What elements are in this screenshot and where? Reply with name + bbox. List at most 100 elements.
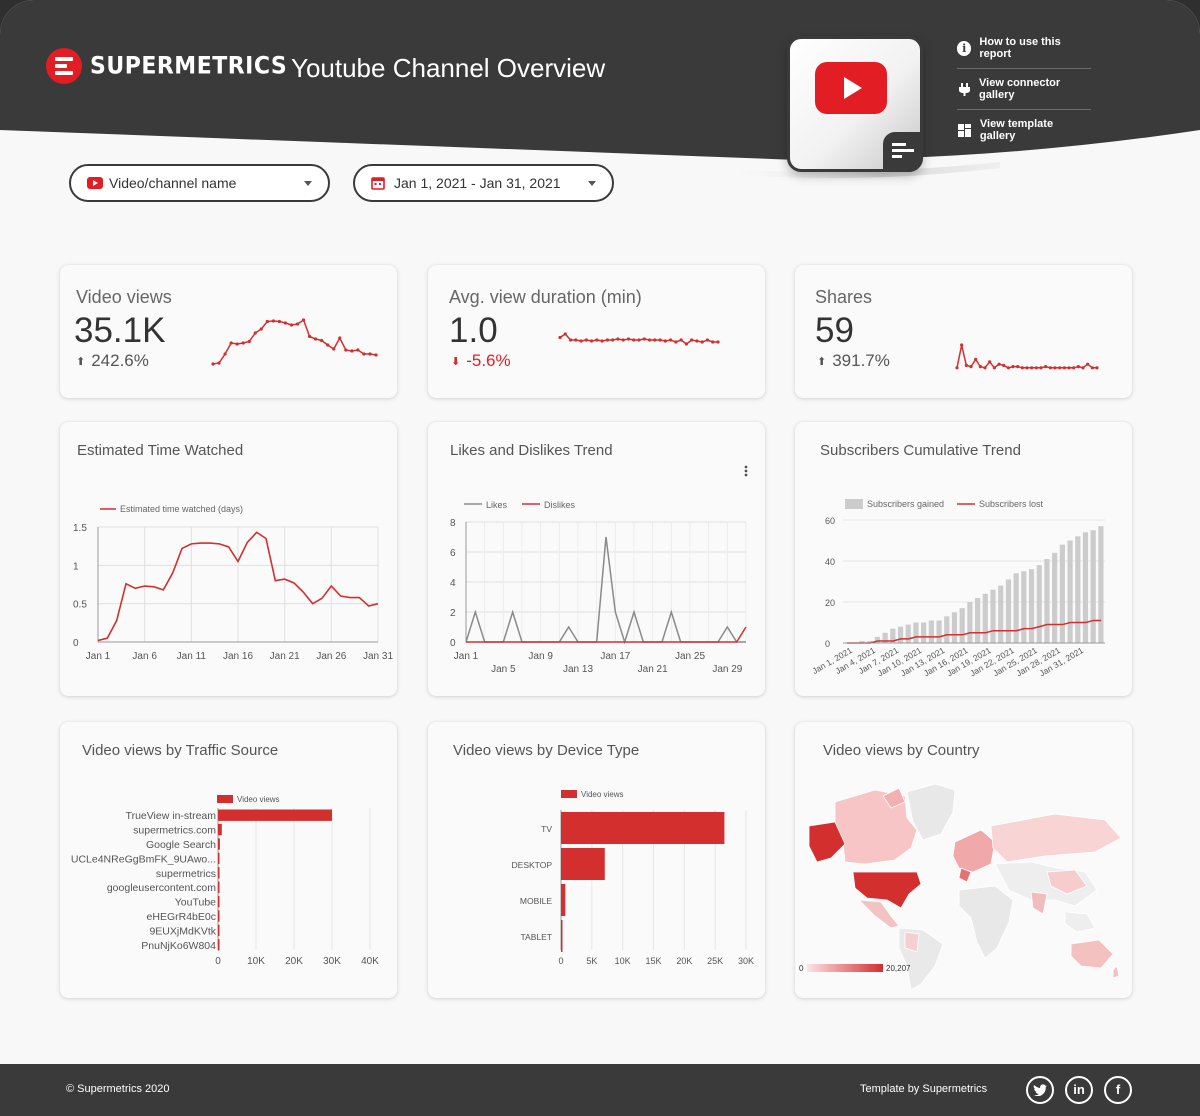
map-region[interactable] [1030, 891, 1048, 915]
category-label: YouTube [175, 897, 216, 909]
kpi-card-video-views[interactable]: Video views 35.1K ⬆ 242.6% [60, 265, 397, 398]
category-label: supermetrics [156, 868, 216, 880]
sparkline-point [642, 337, 646, 341]
x-tick-label: 20K [676, 956, 692, 966]
map-region[interactable] [906, 783, 956, 841]
youtube-logo-card [787, 36, 923, 172]
bar [982, 593, 988, 643]
bar [218, 895, 220, 908]
bar [1044, 558, 1050, 643]
sparkline-point [690, 338, 694, 342]
brand[interactable]: SUPERMETRICS [46, 48, 287, 84]
kpi-card-avg-view-duration[interactable]: Avg. view duration (min) 1.0 ⬇ -5.6% [428, 265, 765, 398]
sparkline-point [1095, 366, 1099, 370]
sparkline-point [1030, 366, 1034, 370]
x-tick-label: Jan 11 [177, 651, 207, 662]
sparkline-point [632, 338, 636, 342]
time-watched-chart: Estimated time watched (days) 0 0.5 1 1.5 Jan… [73, 504, 393, 662]
card-title: Subscribers Cumulative Trend [820, 442, 1021, 459]
sparkline-point [1090, 366, 1094, 370]
sparkline-point [277, 319, 282, 324]
channel-filter-dropdown[interactable]: Video/channel name [69, 164, 330, 202]
how-to-use-link[interactable]: i How to use this report [957, 36, 1091, 60]
bar [959, 608, 965, 643]
sparkline-point [301, 318, 306, 322]
bar [874, 636, 881, 643]
sparkline-point [974, 357, 978, 361]
map-region[interactable] [904, 931, 920, 953]
card-device-type[interactable]: Video views by Device Type Video views 0 5… [428, 722, 765, 998]
map-region[interactable] [1112, 965, 1120, 979]
arrow-down-icon: ⬇ [451, 355, 461, 368]
card-traffic-source[interactable]: Video views by Traffic Source Video view… [60, 722, 397, 998]
map-region[interactable] [1064, 911, 1096, 933]
facebook-icon[interactable]: f [1104, 1076, 1132, 1104]
map-region[interactable] [857, 899, 900, 929]
map-region[interactable] [852, 871, 922, 909]
youtube-icon [87, 177, 103, 189]
card-likes-dislikes[interactable]: Likes and Dislikes Trend Likes Dislikes 0 2… [428, 422, 765, 696]
bar [218, 823, 222, 836]
divider [957, 68, 1091, 69]
bar [218, 867, 220, 879]
template-gallery-link[interactable]: View template gallery [957, 118, 1091, 142]
sparkline-point [217, 361, 221, 365]
sparkline-point [1020, 366, 1024, 370]
sparkline-point [1016, 365, 1020, 369]
twitter-icon[interactable] [1026, 1076, 1054, 1104]
map-region[interactable] [952, 829, 996, 873]
kpi-value: 35.1K [74, 311, 166, 350]
map-region[interactable] [1046, 869, 1088, 895]
map-region[interactable] [882, 787, 906, 809]
sparkline-point [247, 339, 251, 344]
x-tick-label: Jan 16 [223, 651, 253, 662]
sparkline [211, 318, 378, 366]
card-subscribers[interactable]: Subscribers Cumulative Trend Subscribers… [795, 422, 1132, 696]
copyright: © Supermetrics 2020 [66, 1083, 170, 1095]
sparkline-point [289, 323, 294, 327]
bar [928, 620, 934, 643]
card-title: Likes and Dislikes Trend [450, 442, 613, 459]
linkedin-icon[interactable]: in [1065, 1076, 1093, 1104]
date-range-dropdown[interactable]: Jan 1, 2021 - Jan 31, 2021 [353, 164, 614, 202]
x-tick-label: 40K [361, 956, 379, 967]
sparkline-point [265, 319, 269, 324]
sparkline-point [595, 338, 599, 342]
sparkline-line [212, 318, 377, 365]
more-options-icon[interactable] [744, 465, 748, 479]
sparkline-point [579, 339, 583, 343]
map-region[interactable] [958, 885, 1014, 959]
card-country[interactable]: Video views by Country [795, 722, 1132, 998]
sparkline-point [271, 319, 275, 323]
y-tick-label: 0 [825, 639, 830, 649]
bar [1067, 540, 1073, 643]
sparkline-point [1062, 366, 1066, 370]
map-region[interactable] [990, 813, 1122, 863]
world-map[interactable]: 0 20,207 [795, 722, 1132, 998]
kpi-delta-value: 391.7% [832, 351, 890, 370]
card-estimated-time-watched[interactable]: Estimated Time Watched Estimated time wa… [60, 422, 397, 696]
connector-gallery-link[interactable]: View connector gallery [957, 77, 1091, 101]
kpi-card-shares[interactable]: Shares 59 ⬆ 391.7% [795, 265, 1132, 398]
sparkline-point [295, 322, 300, 326]
traffic-source-chart: Video views 0 10K 20K 30K 40K TrueView in-stre… [71, 795, 379, 967]
sparkline-point [605, 338, 609, 342]
map-region[interactable] [808, 821, 846, 863]
channel-filter-label: Video/channel name [109, 175, 237, 191]
header-links: i How to use this report View connector … [957, 36, 1091, 142]
x-tick-label: Jan 17 [600, 651, 630, 662]
sparkline-point [611, 338, 615, 342]
map-region[interactable] [1070, 939, 1114, 969]
sparkline-point [1002, 363, 1006, 367]
x-tick-label: 10K [615, 956, 631, 966]
sparkline-point [669, 338, 673, 342]
sparkline-point [338, 336, 342, 340]
legend-swatch [217, 795, 233, 803]
sparkline-point [711, 340, 715, 344]
bar [951, 612, 958, 643]
map-region[interactable] [958, 867, 972, 883]
category-label: TrueView in-stream [126, 810, 217, 822]
x-tick-label: 30K [738, 956, 754, 966]
sparkline-point [955, 366, 959, 370]
bar [882, 632, 888, 643]
